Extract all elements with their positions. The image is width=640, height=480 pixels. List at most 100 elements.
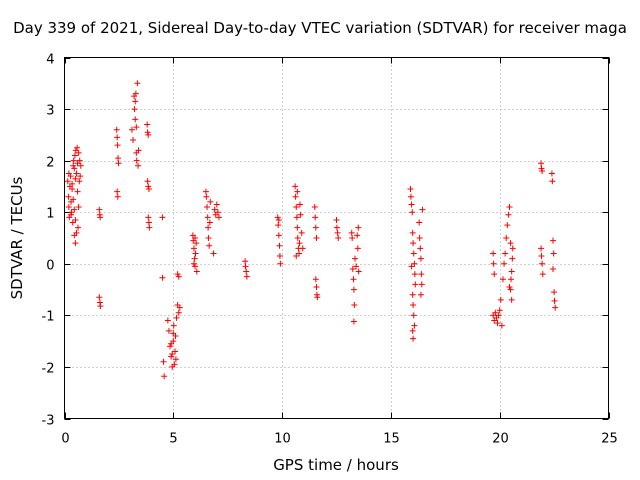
- data-point: [333, 224, 340, 231]
- x-tick-label: 5: [169, 432, 177, 447]
- data-point: [215, 214, 222, 221]
- data-point: [409, 327, 416, 334]
- data-point: [172, 356, 179, 363]
- data-point: [145, 131, 152, 138]
- data-point: [298, 229, 305, 236]
- data-point: [506, 204, 513, 211]
- data-point: [293, 214, 300, 221]
- data-point: [491, 271, 498, 278]
- data-point: [96, 206, 103, 213]
- data-point: [503, 235, 510, 241]
- data-point: [412, 281, 419, 288]
- data-point: [72, 216, 79, 223]
- data-point: [145, 183, 152, 190]
- data-point: [313, 283, 320, 290]
- data-point: [349, 265, 356, 272]
- data-point: [499, 276, 506, 283]
- data-point: [552, 304, 559, 311]
- data-point: [206, 242, 213, 249]
- data-point: [549, 178, 556, 185]
- data-point: [206, 219, 213, 226]
- x-axis-label: GPS time / hours: [273, 456, 399, 474]
- data-point: [508, 276, 515, 283]
- plot-frame: [64, 57, 609, 419]
- data-point: [312, 224, 319, 231]
- data-point: [355, 268, 362, 275]
- data-point: [551, 297, 558, 304]
- data-point: [145, 219, 152, 226]
- data-point: [294, 188, 301, 195]
- x-tick-label: 25: [601, 432, 618, 447]
- data-point: [508, 268, 515, 275]
- data-point: [170, 330, 177, 337]
- data-point: [192, 263, 199, 270]
- data-point: [207, 198, 214, 205]
- data-point: [135, 162, 142, 169]
- data-point: [490, 250, 497, 257]
- data-point: [211, 206, 218, 213]
- data-point: [72, 147, 79, 154]
- data-point: [409, 209, 416, 216]
- data-point: [312, 214, 319, 221]
- data-point: [168, 340, 175, 347]
- data-point: [502, 250, 509, 257]
- data-point: [348, 229, 355, 236]
- data-point: [498, 322, 505, 329]
- data-point: [175, 309, 182, 316]
- data-point: [73, 170, 80, 177]
- data-point: [202, 188, 209, 195]
- data-point: [418, 271, 425, 278]
- data-point: [135, 147, 142, 154]
- data-point: [292, 193, 299, 200]
- x-tick-label: 20: [492, 432, 509, 447]
- data-point: [214, 209, 221, 216]
- data-point: [71, 152, 78, 159]
- data-point: [538, 160, 545, 167]
- data-point: [507, 240, 514, 247]
- y-tick-label: 2: [46, 156, 54, 171]
- x-axis-ticks: 0 5 10 15 20 25: [61, 57, 618, 447]
- data-point: [146, 224, 153, 231]
- data-point: [243, 273, 250, 280]
- data-point: [71, 206, 78, 213]
- data-point: [417, 245, 424, 252]
- data-point: [192, 235, 199, 241]
- data-point: [169, 351, 176, 358]
- data-point: [550, 265, 557, 272]
- data-point: [492, 309, 499, 316]
- data-point: [173, 314, 180, 321]
- data-point: [314, 294, 321, 301]
- data-point: [113, 126, 120, 133]
- data-point: [313, 235, 320, 241]
- data-point: [114, 142, 121, 149]
- data-point: [76, 157, 83, 164]
- data-point: [144, 121, 151, 128]
- y-axis-label: SDTVAR / TECUs: [8, 176, 26, 299]
- data-point: [75, 149, 82, 156]
- data-point: [416, 219, 423, 226]
- data-point: [505, 211, 512, 218]
- data-point: [114, 193, 121, 200]
- data-point: [417, 255, 424, 262]
- data-point: [242, 258, 249, 265]
- data-point: [72, 240, 79, 247]
- data-point: [508, 296, 515, 303]
- data-point: [350, 276, 357, 283]
- data-point: [407, 186, 414, 193]
- data-point: [72, 175, 79, 182]
- data-point: [193, 240, 200, 247]
- data-point: [133, 124, 140, 131]
- data-point: [69, 219, 76, 226]
- data-point: [292, 183, 299, 190]
- data-point: [115, 155, 122, 162]
- data-point: [77, 173, 84, 180]
- data-point: [501, 260, 508, 267]
- data-point: [509, 245, 516, 252]
- x-tick-label: 15: [383, 432, 400, 447]
- data-point: [128, 126, 135, 133]
- data-point: [176, 304, 183, 311]
- data-point: [205, 224, 212, 231]
- data-point: [70, 157, 77, 164]
- data-point: [294, 235, 301, 241]
